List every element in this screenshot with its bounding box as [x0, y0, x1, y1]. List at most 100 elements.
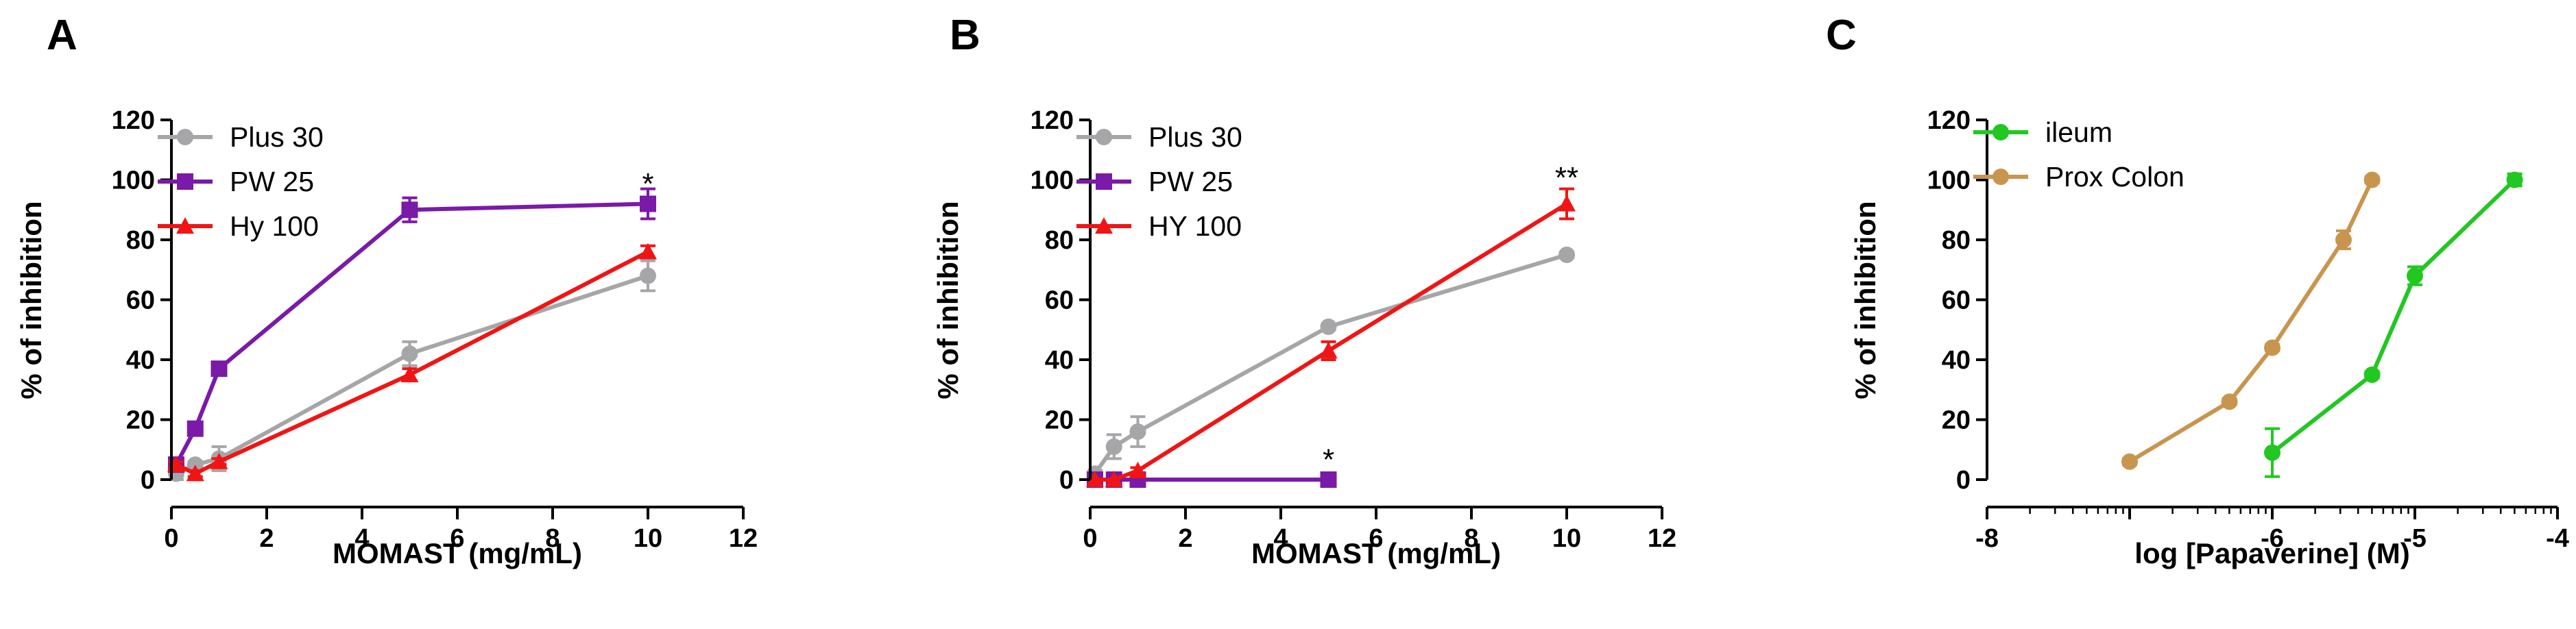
x-tick-label: 4	[1273, 524, 1288, 553]
series-line	[1093, 253, 1567, 475]
significance-annotation: *	[1323, 443, 1334, 476]
panel-b-series	[1085, 187, 1576, 488]
panel-c-series	[2121, 171, 2523, 478]
series-line	[2271, 178, 2516, 454]
data-point	[640, 195, 656, 212]
y-tick-label: 60	[126, 286, 155, 315]
series-line	[175, 249, 649, 476]
legend-marker	[1096, 129, 1112, 145]
y-tick-label: 80	[1942, 226, 1971, 255]
x-tick-label: 8	[1464, 524, 1478, 553]
data-point	[2363, 171, 2381, 188]
x-tick-label: 2	[1178, 524, 1192, 553]
y-tick-label: 20	[1942, 406, 1971, 435]
y-tick-label: 100	[1031, 166, 1074, 195]
data-point	[2264, 444, 2280, 461]
x-tick-label: 10	[634, 524, 662, 553]
data-point	[210, 360, 228, 378]
panel-c-legend: ileum Prox Colon	[1973, 116, 2184, 193]
x-tick-label: 2	[259, 524, 274, 553]
panel-a: A 0 20 40 60 80 100 120 0 2 4 6 8 10 12 MOMAST (mg/mL…	[15, 12, 758, 569]
data-point	[2264, 339, 2280, 356]
data-point	[186, 465, 204, 482]
x-tick-label: -4	[2546, 524, 2569, 553]
panel-a-annotations: *	[642, 167, 653, 201]
series-prox-colon	[2121, 171, 2381, 470]
y-tick-label: 40	[1942, 346, 1971, 375]
data-point	[401, 345, 418, 362]
panel-c: C 0 20 40 60 80 100 120 -8 -6 -5 -4 log [Papaverin…	[1826, 12, 2569, 569]
data-point	[1129, 423, 1146, 440]
data-point	[1105, 438, 1122, 455]
legend-marker	[1993, 169, 2009, 185]
legend-label: Plus 30	[1148, 121, 1242, 153]
y-tick-label: 100	[112, 166, 155, 195]
panel-a-ticks: 0 20 40 60 80 100 120 0 2 4 6 8 10 12	[112, 106, 758, 553]
data-point	[401, 201, 418, 219]
panel-b-annotations: ***	[1323, 161, 1578, 476]
data-point	[2335, 232, 2352, 248]
y-tick-label: 0	[1956, 466, 1971, 495]
panel-b-y-label: % of inhibition	[932, 201, 964, 399]
legend-label: Hy 100	[230, 210, 319, 242]
panel-a-y-label: % of inhibition	[15, 201, 47, 399]
legend-marker	[176, 217, 194, 234]
data-point	[186, 420, 204, 437]
data-point	[400, 365, 419, 382]
panel-c-ticks: 0 20 40 60 80 100 120 -8 -6 -5 -4	[1927, 106, 2569, 553]
data-point	[1319, 341, 1338, 358]
legend-label: PW 25	[1148, 166, 1233, 197]
y-tick-label: 20	[126, 406, 155, 435]
data-point	[2407, 267, 2423, 284]
panel-letter-b: B	[950, 12, 980, 59]
legend-marker	[177, 129, 193, 145]
legend-marker	[1095, 217, 1113, 234]
series-ileum	[2264, 171, 2523, 478]
panel-b-ticks: 0 20 40 60 80 100 120 0 2 4 6 8 10 12	[1031, 106, 1677, 553]
data-point	[2221, 393, 2238, 410]
y-tick-label: 60	[1942, 286, 1971, 315]
y-tick-label: 60	[1045, 286, 1074, 315]
data-point	[1105, 471, 1123, 487]
y-tick-label: 120	[1927, 106, 1971, 135]
series-hy-100	[1085, 187, 1576, 487]
panel-b-legend: Plus 30 PW 25 HY 100	[1076, 121, 1242, 242]
legend-label: Prox Colon	[2045, 161, 2184, 193]
x-tick-label: 12	[729, 524, 758, 553]
data-point	[640, 267, 656, 284]
significance-annotation: **	[1555, 161, 1578, 195]
legend-marker	[1096, 173, 1112, 190]
data-point	[210, 452, 228, 469]
panel-a-legend: Plus 30 PW 25 Hy 100	[158, 121, 324, 242]
y-tick-label: 100	[1927, 166, 1971, 195]
legend-marker	[1993, 124, 2009, 140]
x-tick-label: 4	[354, 524, 369, 553]
legend-marker	[177, 173, 193, 190]
y-tick-label: 0	[1059, 466, 1074, 495]
panel-c-x-label: log [Papaverine] (M)	[2134, 537, 2409, 569]
y-tick-label: 40	[126, 346, 155, 375]
panel-b-x-label: MOMAST (mg/mL)	[1251, 537, 1501, 569]
data-point	[1085, 471, 1104, 487]
x-tick-label: 6	[1369, 524, 1383, 553]
x-tick-label: 12	[1648, 524, 1676, 553]
data-point	[1558, 195, 1576, 212]
x-tick-label: 10	[1552, 524, 1581, 553]
panel-letter-a: A	[47, 12, 77, 59]
significance-annotation: *	[642, 167, 653, 201]
y-tick-label: 80	[126, 226, 155, 255]
data-point	[1320, 471, 1337, 488]
y-tick-label: 0	[141, 466, 155, 495]
data-point	[1129, 461, 1147, 478]
y-tick-label: 120	[1031, 106, 1074, 135]
series-line	[174, 201, 649, 466]
data-point	[2506, 171, 2523, 188]
x-tick-label: 6	[450, 524, 464, 553]
data-point	[186, 456, 204, 473]
y-tick-label: 120	[112, 106, 155, 135]
y-tick-label: 80	[1045, 226, 1074, 255]
panel-letter-c: C	[1826, 12, 1857, 59]
series-line	[2128, 179, 2374, 464]
legend-label: Plus 30	[230, 121, 324, 153]
